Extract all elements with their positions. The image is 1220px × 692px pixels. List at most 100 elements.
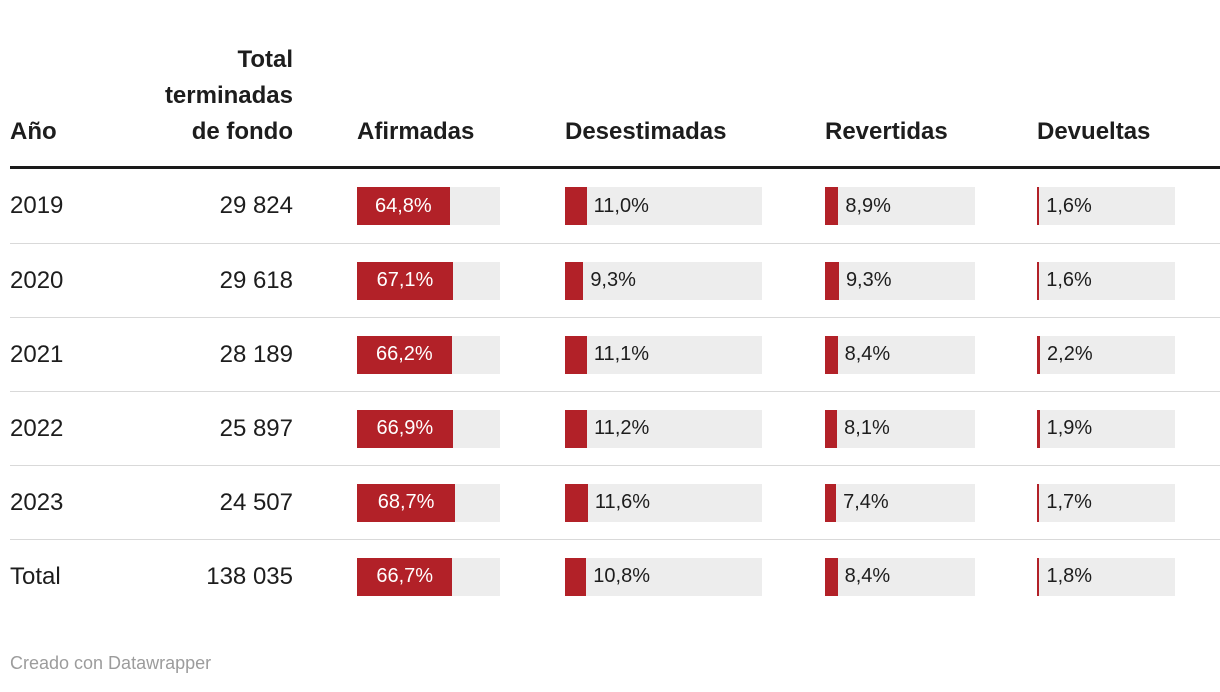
total-cell: 29 824 (219, 192, 293, 219)
bar-devueltas: 1,6% (1037, 187, 1175, 225)
bar-fill (825, 557, 838, 596)
bar-fill: 68,7% (357, 483, 456, 522)
bar-label: 11,1% (593, 343, 650, 365)
bar-label: 66,9% (376, 417, 434, 439)
table-row: 2019 29 824 64,8% 11,0% 8,9% (10, 169, 1220, 243)
bar-label: 1,9% (1046, 417, 1093, 439)
bar-revertidas: 8,4% (825, 557, 975, 596)
bar-track: 8,4% (825, 335, 975, 374)
bar-track: 11,6% (565, 483, 762, 522)
bar-afirmadas: 64,8% (357, 187, 500, 225)
bar-revertidas: 8,9% (825, 187, 975, 225)
bar-fill: 66,7% (357, 557, 453, 596)
bar-track: 1,6% (1037, 261, 1175, 300)
year-cell: 2021 (10, 340, 64, 368)
header-afirmadas: Afirmadas (357, 118, 475, 145)
bar-label: 9,3% (845, 269, 892, 291)
bar-track: 68,7% (357, 483, 500, 522)
credit-text: Creado con Datawrapper (10, 653, 212, 673)
bar-devueltas: 1,6% (1037, 261, 1175, 300)
header-total: Total terminadas de fondo (164, 46, 293, 145)
bar-fill (565, 409, 588, 448)
bar-fill (565, 483, 588, 522)
bar-fill (1037, 261, 1040, 300)
bar-label: 66,7% (376, 565, 434, 587)
bar-fill: 64,8% (357, 187, 450, 225)
bar-label: 8,4% (844, 343, 891, 365)
bar-fill (565, 335, 587, 374)
bar-afirmadas: 67,1% (357, 261, 500, 300)
bar-label: 66,2% (375, 343, 433, 365)
table-row: 2021 28 189 66,2% 11,1% 8,4% (10, 317, 1220, 391)
bar-track: 2,2% (1037, 335, 1175, 374)
bar-afirmadas: 66,7% (357, 557, 500, 596)
header-desestimadas: Desestimadas (565, 118, 727, 145)
bar-devueltas: 1,9% (1037, 409, 1175, 448)
bar-track: 11,0% (565, 187, 762, 225)
bar-label: 64,8% (374, 194, 432, 217)
total-cell: 24 507 (219, 488, 293, 516)
bar-label: 1,6% (1046, 194, 1092, 217)
bar-label: 8,1% (844, 417, 890, 439)
year-cell: 2019 (10, 192, 64, 219)
bar-fill: 67,1% (357, 261, 453, 300)
total-cell: 28 189 (219, 340, 293, 368)
table-row: 2022 25 897 66,9% 11,2% 8,1% (10, 391, 1220, 465)
bar-revertidas: 9,3% (825, 261, 975, 300)
bar-fill (1037, 187, 1040, 225)
bar-desestimadas: 10,8% (565, 557, 762, 596)
bar-label: 9,3% (590, 269, 636, 291)
bar-revertidas: 8,1% (825, 409, 975, 448)
year-cell: 2023 (10, 488, 64, 516)
bar-afirmadas: 68,7% (357, 483, 500, 522)
bar-track: 9,3% (825, 261, 975, 300)
bar-label: 10,8% (593, 565, 650, 587)
bar-fill (565, 187, 587, 225)
table-row: Total 138 035 66,7% 10,8% 8,4% (10, 539, 1220, 613)
bar-fill: 66,2% (357, 335, 452, 374)
table-body: 2019 29 824 64,8% 11,0% 8,9% (10, 169, 1220, 613)
bar-track: 66,7% (357, 557, 500, 596)
bar-label: 11,2% (594, 417, 650, 439)
bar-track: 67,1% (357, 261, 500, 300)
bar-fill: 66,9% (357, 409, 453, 448)
bar-devueltas: 2,2% (1037, 335, 1175, 374)
bar-fill (1037, 483, 1040, 522)
bar-label: 11,6% (594, 491, 651, 513)
bar-fill (565, 557, 587, 596)
bar-desestimadas: 11,6% (565, 483, 762, 522)
bar-fill (565, 261, 584, 300)
year-cell: 2022 (10, 414, 64, 442)
header-devueltas: Devueltas (1037, 118, 1151, 145)
bar-label: 67,1% (376, 269, 434, 291)
bar-fill (825, 409, 838, 448)
bar-track: 1,6% (1037, 187, 1175, 225)
bar-track: 1,7% (1037, 483, 1175, 522)
bar-label: 1,6% (1046, 269, 1092, 291)
total-cell: 138 035 (206, 562, 293, 590)
table-row: 2023 24 507 68,7% 11,6% 7,4% (10, 465, 1220, 539)
bar-desestimadas: 11,1% (565, 335, 762, 374)
bar-fill (1037, 409, 1040, 448)
bar-label: 7,4% (843, 491, 889, 513)
bar-devueltas: 1,7% (1037, 483, 1175, 522)
bar-fill (825, 483, 837, 522)
bar-afirmadas: 66,9% (357, 409, 500, 448)
bar-desestimadas: 11,0% (565, 187, 762, 225)
bar-revertidas: 7,4% (825, 483, 975, 522)
bar-track: 64,8% (357, 187, 500, 225)
bar-track: 8,9% (825, 187, 975, 225)
bar-revertidas: 8,4% (825, 335, 975, 374)
bar-label: 68,7% (377, 491, 435, 513)
bar-fill (825, 261, 839, 300)
bar-desestimadas: 9,3% (565, 261, 762, 300)
total-cell: 29 618 (219, 266, 293, 294)
bar-track: 9,3% (565, 261, 762, 300)
bar-fill (1037, 335, 1041, 374)
year-cell: 2020 (10, 266, 64, 294)
bar-label: 1,7% (1046, 491, 1092, 513)
header-revertidas: Revertidas (825, 118, 948, 145)
bar-track: 11,2% (565, 409, 762, 448)
bar-track: 8,4% (825, 557, 975, 596)
